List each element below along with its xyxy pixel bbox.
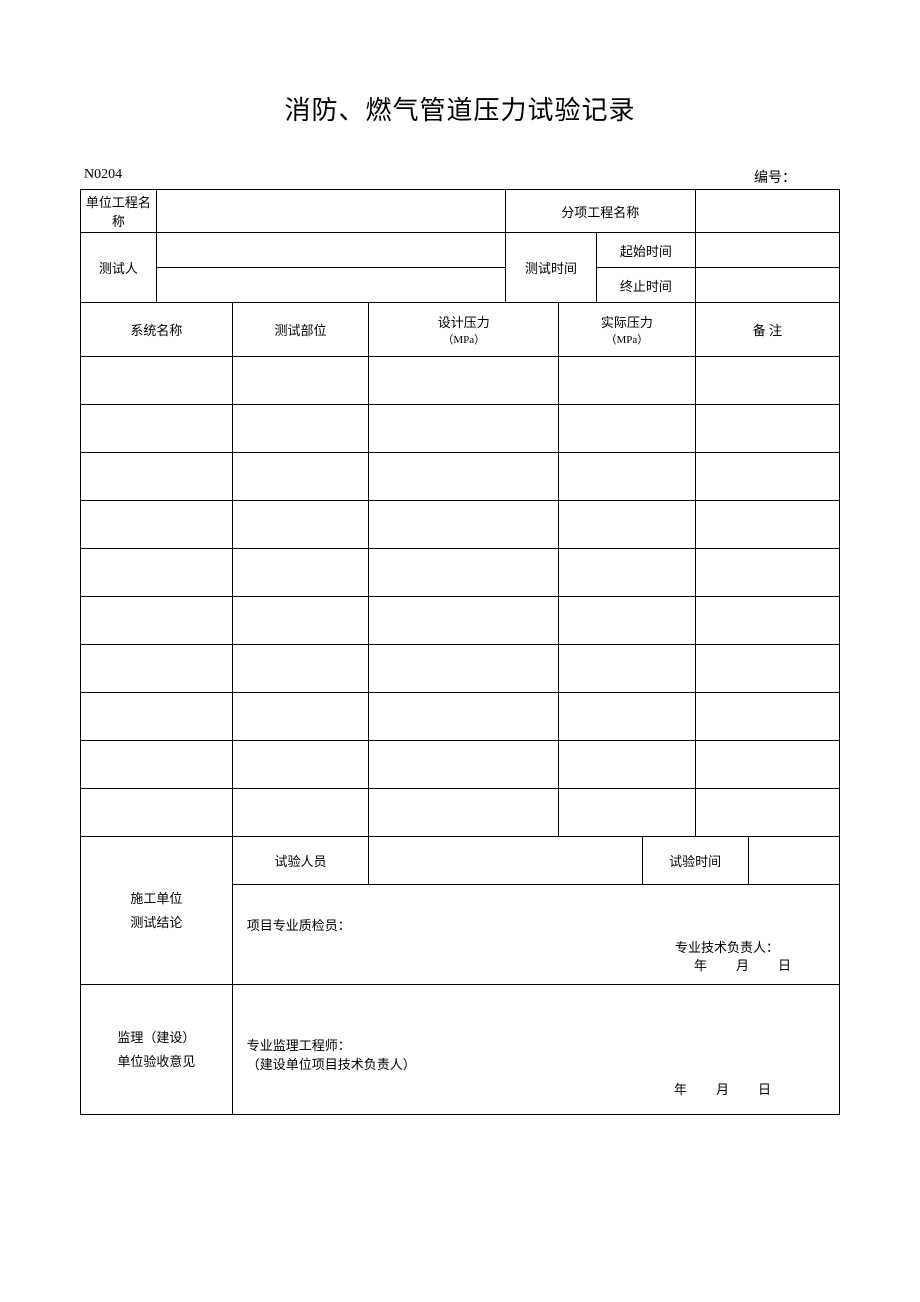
header-line: N0204 编号：	[80, 167, 840, 187]
header-design-pressure: 设计压力 （MPa）	[369, 303, 559, 357]
sub-project-name-label: 分项工程名称	[505, 190, 695, 233]
table-cell	[695, 405, 839, 453]
table-cell	[369, 405, 559, 453]
test-personnel-value	[369, 837, 642, 885]
test-time-label: 测试时间	[505, 233, 596, 303]
test-personnel-label: 试验人员	[232, 837, 369, 885]
table-cell	[559, 357, 696, 405]
construction-unit-line1: 施工单位	[83, 887, 230, 910]
table-cell	[695, 597, 839, 645]
table-cell	[232, 741, 369, 789]
supervision-engineer-sub: （建设单位项目技术负责人）	[247, 1054, 825, 1073]
table-cell	[559, 645, 696, 693]
table-cell	[81, 357, 233, 405]
unit-project-name-label: 单位工程名称	[81, 190, 157, 233]
table-cell	[81, 405, 233, 453]
table-cell	[369, 549, 559, 597]
table-cell	[81, 789, 233, 837]
table-cell	[695, 501, 839, 549]
end-time-value	[695, 268, 839, 303]
table-cell	[559, 597, 696, 645]
supervision-signature-cell: 专业监理工程师： （建设单位项目技术负责人） 年 月 日	[232, 985, 839, 1115]
number-label: 编号：	[754, 167, 836, 187]
conclusion-signature-cell: 项目专业质检员： 专业技术负责人： 年 月 日	[232, 885, 839, 985]
table-cell	[695, 549, 839, 597]
construction-unit-line2: 测试结论	[83, 911, 230, 934]
table-cell	[695, 693, 839, 741]
table-cell	[81, 501, 233, 549]
table-cell	[232, 597, 369, 645]
test-time-value2	[748, 837, 839, 885]
form-code: N0204	[84, 167, 122, 187]
table-cell	[559, 549, 696, 597]
table-cell	[369, 597, 559, 645]
table-cell	[369, 357, 559, 405]
table-cell	[695, 357, 839, 405]
table-cell	[695, 453, 839, 501]
table-cell	[695, 645, 839, 693]
actual-pressure-unit: （MPa）	[561, 331, 693, 347]
conclusion-date: 年 月 日	[694, 955, 799, 974]
table-cell	[232, 549, 369, 597]
sub-project-name-value	[695, 190, 839, 233]
table-cell	[559, 501, 696, 549]
tester-label: 测试人	[81, 233, 157, 303]
actual-pressure-text: 实际压力	[561, 312, 693, 331]
start-time-label: 起始时间	[597, 233, 696, 268]
tech-lead-label: 专业技术负责人：	[675, 937, 779, 956]
header-actual-pressure: 实际压力 （MPa）	[559, 303, 696, 357]
table-cell	[232, 789, 369, 837]
table-cell	[81, 693, 233, 741]
table-cell	[81, 645, 233, 693]
header-system-name: 系统名称	[81, 303, 233, 357]
quality-inspector-label: 项目专业质检员：	[247, 918, 351, 933]
table-cell	[369, 693, 559, 741]
supervision-engineer-label: 专业监理工程师：	[247, 1035, 825, 1054]
table-cell	[81, 453, 233, 501]
table-cell	[369, 453, 559, 501]
supervision-label: 监理（建设） 单位验收意见	[81, 985, 233, 1115]
table-cell	[232, 501, 369, 549]
table-cell	[695, 789, 839, 837]
table-cell	[81, 597, 233, 645]
header-remark: 备 注	[695, 303, 839, 357]
table-cell	[369, 741, 559, 789]
form-table: 单位工程名称 分项工程名称 测试人 测试时间 起始时间 终止时间 系统名称 测试…	[80, 189, 840, 1115]
supervision-date: 年 月 日	[674, 1079, 779, 1098]
table-cell	[559, 693, 696, 741]
table-cell	[232, 405, 369, 453]
table-cell	[559, 453, 696, 501]
design-pressure-unit: （MPa）	[371, 331, 556, 347]
table-cell	[232, 453, 369, 501]
design-pressure-text: 设计压力	[371, 312, 556, 331]
table-cell	[232, 357, 369, 405]
supervision-line1: 监理（建设）	[83, 1026, 230, 1049]
construction-unit-conclusion-label: 施工单位 测试结论	[81, 837, 233, 985]
test-time-label2: 试验时间	[642, 837, 748, 885]
table-cell	[232, 693, 369, 741]
table-cell	[559, 789, 696, 837]
table-cell	[369, 501, 559, 549]
table-cell	[232, 645, 369, 693]
header-test-position: 测试部位	[232, 303, 369, 357]
document-title: 消防、燃气管道压力试验记录	[80, 90, 840, 127]
table-cell	[695, 741, 839, 789]
tester-value-bottom	[156, 268, 505, 303]
table-cell	[369, 789, 559, 837]
supervision-line2: 单位验收意见	[83, 1050, 230, 1073]
unit-project-name-value	[156, 190, 505, 233]
end-time-label: 终止时间	[597, 268, 696, 303]
table-cell	[559, 405, 696, 453]
table-cell	[559, 741, 696, 789]
table-cell	[81, 549, 233, 597]
table-cell	[369, 645, 559, 693]
start-time-value	[695, 233, 839, 268]
tester-value-top	[156, 233, 505, 268]
table-cell	[81, 741, 233, 789]
